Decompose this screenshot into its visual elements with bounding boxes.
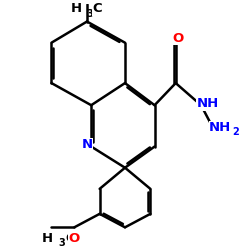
Text: O: O [172, 32, 183, 45]
Text: C: C [92, 2, 102, 15]
Text: 3: 3 [86, 9, 93, 19]
Text: 3: 3 [58, 238, 65, 248]
Text: H: H [42, 232, 53, 245]
Text: H: H [70, 2, 82, 15]
Text: O: O [69, 232, 80, 245]
Text: C: C [65, 232, 75, 245]
Text: 2: 2 [232, 127, 239, 137]
Text: N: N [81, 138, 92, 151]
Text: NH: NH [209, 121, 232, 134]
Text: NH: NH [196, 97, 219, 110]
